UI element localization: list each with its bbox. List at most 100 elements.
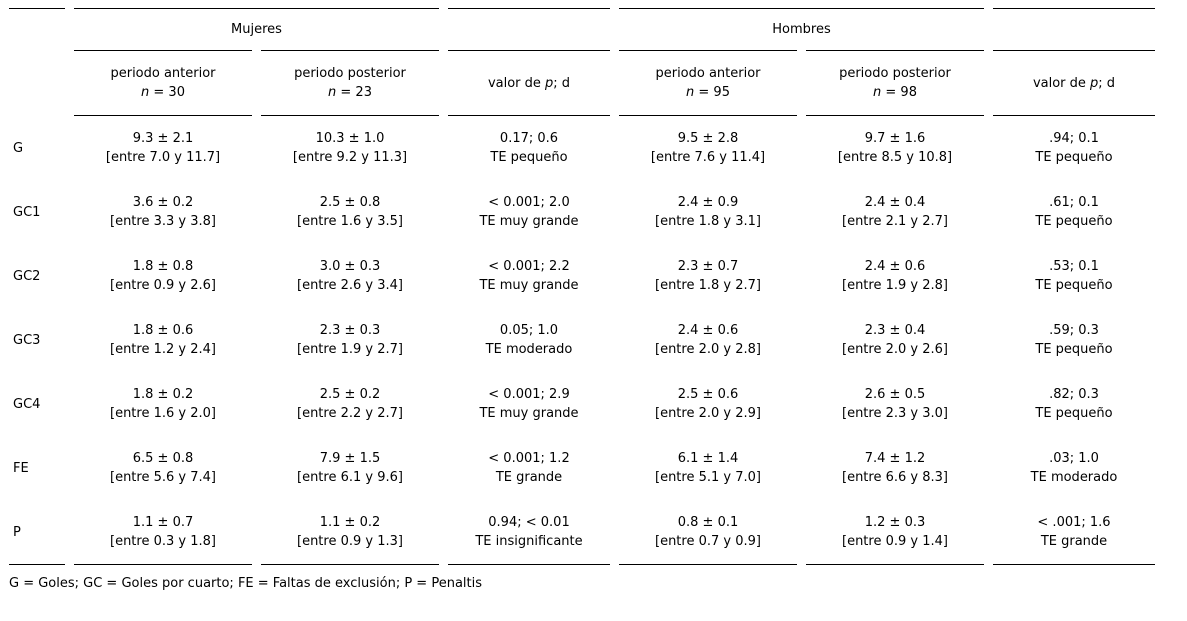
- ci-range: [entre 1.6 y 2.0]: [110, 406, 216, 421]
- ci-range: [entre 1.9 y 2.7]: [297, 342, 403, 357]
- table-cell: 1.2 ± 0.3 [entre 0.9 y 1.4]: [806, 500, 984, 565]
- n-symbol: n: [873, 85, 882, 100]
- col-header-hombres-posterior: periodo posterior n = 98: [806, 50, 984, 116]
- ci-range: [entre 2.0 y 2.8]: [655, 342, 761, 357]
- p-d-value: .82; 0.3: [1049, 387, 1099, 402]
- mean-sd: 3.6 ± 0.2: [132, 195, 194, 210]
- ci-range: [entre 2.6 y 3.4]: [297, 278, 403, 293]
- col-header-mujeres-posterior: periodo posterior n = 23: [261, 50, 439, 116]
- table-cell: 2.4 ± 0.6 [entre 1.9 y 2.8]: [806, 244, 984, 308]
- table-cell: 9.7 ± 1.6 [entre 8.5 y 10.8]: [806, 116, 984, 180]
- mean-sd: 1.8 ± 0.8: [132, 259, 194, 274]
- mean-sd: 2.4 ± 0.6: [677, 323, 739, 338]
- table-cell: 1.8 ± 0.6 [entre 1.2 y 2.4]: [74, 308, 252, 372]
- table-cell: 2.5 ± 0.8 [entre 1.6 y 3.5]: [261, 180, 439, 244]
- ci-range: [entre 5.1 y 7.0]: [655, 470, 761, 485]
- mean-sd: 2.5 ± 0.6: [677, 387, 739, 402]
- col-header-mujeres-pvalue: valor de p; d: [448, 50, 610, 116]
- table-cell: .82; 0.3 TE pequeño: [993, 372, 1155, 436]
- p-d-value: < 0.001; 1.2: [488, 451, 570, 466]
- mean-sd: 9.7 ± 1.6: [864, 131, 926, 146]
- ci-range: [entre 1.6 y 3.5]: [297, 214, 403, 229]
- ci-range: [entre 2.1 y 2.7]: [842, 214, 948, 229]
- p-symbol: p: [545, 75, 554, 91]
- table-cell: 1.1 ± 0.7 [entre 0.3 y 1.8]: [74, 500, 252, 565]
- table-row-gc4: GC4 1.8 ± 0.2 [entre 1.6 y 2.0] 2.5 ± 0.2…: [9, 372, 1155, 436]
- table-cell: .03; 1.0 TE moderado: [993, 436, 1155, 500]
- table-cell: 3.6 ± 0.2 [entre 3.3 y 3.8]: [74, 180, 252, 244]
- mean-sd: 1.8 ± 0.2: [132, 387, 194, 402]
- table-cell: .53; 0.1 TE pequeño: [993, 244, 1155, 308]
- col-header-title: periodo posterior: [839, 66, 951, 81]
- ci-range: [entre 2.3 y 3.0]: [842, 406, 948, 421]
- effect-size: TE grande: [495, 470, 563, 485]
- table-cell: 10.3 ± 1.0 [entre 9.2 y 11.3]: [261, 116, 439, 180]
- mean-sd: 1.8 ± 0.6: [132, 323, 194, 338]
- table-cell: 2.5 ± 0.6 [entre 2.0 y 2.9]: [619, 372, 797, 436]
- stats-table: Mujeres Hombres periodo anterior n = 30 …: [0, 8, 1164, 565]
- mean-sd: 7.4 ± 1.2: [864, 451, 926, 466]
- table-cell: 0.17; 0.6 TE pequeño: [448, 116, 610, 180]
- ci-range: [entre 9.2 y 11.3]: [292, 150, 408, 165]
- ci-range: [entre 5.6 y 7.4]: [110, 470, 216, 485]
- ci-range: [entre 7.0 y 11.7]: [105, 150, 221, 165]
- table-row-fe: FE 6.5 ± 0.8 [entre 5.6 y 7.4] 7.9 ± 1.5 […: [9, 436, 1155, 500]
- group-header-mujeres: Mujeres: [74, 8, 439, 50]
- ci-range: [entre 0.9 y 2.6]: [110, 278, 216, 293]
- p-d-value: < 0.001; 2.0: [488, 195, 570, 210]
- mean-sd: 2.3 ± 0.3: [319, 323, 381, 338]
- mean-sd: 1.1 ± 0.7: [132, 515, 194, 530]
- table-cell: 7.4 ± 1.2 [entre 6.6 y 8.3]: [806, 436, 984, 500]
- mean-sd: 3.0 ± 0.3: [319, 259, 381, 274]
- effect-size: TE moderado: [485, 342, 573, 357]
- effect-size: TE muy grande: [479, 406, 579, 421]
- p-d-value: .61; 0.1: [1049, 195, 1099, 210]
- mean-sd: 6.1 ± 1.4: [677, 451, 739, 466]
- mean-sd: 2.6 ± 0.5: [864, 387, 926, 402]
- p-label-suffix: ; d: [1098, 75, 1116, 91]
- mean-sd: 2.5 ± 0.8: [319, 195, 381, 210]
- ci-range: [entre 6.6 y 8.3]: [842, 470, 948, 485]
- row-label: GC1: [13, 204, 41, 220]
- table-cell: 2.4 ± 0.6 [entre 2.0 y 2.8]: [619, 308, 797, 372]
- ci-range: [entre 1.2 y 2.4]: [110, 342, 216, 357]
- ci-range: [entre 8.5 y 10.8]: [837, 150, 953, 165]
- col-header-title: periodo posterior: [294, 66, 406, 81]
- table-cell: 0.8 ± 0.1 [entre 0.7 y 0.9]: [619, 500, 797, 565]
- mean-sd: 9.3 ± 2.1: [132, 131, 194, 146]
- group-header-row: Mujeres Hombres: [9, 8, 1155, 50]
- ci-range: [entre 0.9 y 1.3]: [297, 534, 403, 549]
- group-header-hombres: Hombres: [619, 8, 984, 50]
- p-label-suffix: ; d: [553, 75, 571, 91]
- effect-size: TE moderado: [1030, 470, 1118, 485]
- p-d-value: < 0.001; 2.9: [488, 387, 570, 402]
- mean-sd: 7.9 ± 1.5: [319, 451, 381, 466]
- effect-size: TE pequeño: [1035, 342, 1113, 357]
- table-cell: 1.8 ± 0.2 [entre 1.6 y 2.0]: [74, 372, 252, 436]
- table-cell: < 0.001; 2.9 TE muy grande: [448, 372, 610, 436]
- effect-size: TE grande: [1040, 534, 1108, 549]
- table-cell: 2.6 ± 0.5 [entre 2.3 y 3.0]: [806, 372, 984, 436]
- n-symbol: n: [141, 85, 150, 100]
- col-header-mujeres-anterior: periodo anterior n = 30: [74, 50, 252, 116]
- table-cell: 1.8 ± 0.8 [entre 0.9 y 2.6]: [74, 244, 252, 308]
- table-row-gc3: GC3 1.8 ± 0.6 [entre 1.2 y 2.4] 2.3 ± 0.3…: [9, 308, 1155, 372]
- effect-size: TE pequeño: [1035, 278, 1113, 293]
- table-cell: 2.4 ± 0.4 [entre 2.1 y 2.7]: [806, 180, 984, 244]
- table-cell: < 0.001; 2.2 TE muy grande: [448, 244, 610, 308]
- n-value: = 23: [336, 85, 372, 100]
- corner-cell: [9, 8, 65, 116]
- p-d-value: < .001; 1.6: [1037, 515, 1111, 530]
- table-cell: 9.5 ± 2.8 [entre 7.6 y 11.4]: [619, 116, 797, 180]
- ci-range: [entre 3.3 y 3.8]: [110, 214, 216, 229]
- table-cell: 7.9 ± 1.5 [entre 6.1 y 9.6]: [261, 436, 439, 500]
- ci-range: [entre 0.9 y 1.4]: [842, 534, 948, 549]
- p-d-value: .94; 0.1: [1049, 131, 1099, 146]
- n-symbol: n: [686, 85, 695, 100]
- effect-size: TE pequeño: [1035, 150, 1113, 165]
- p-symbol: p: [1090, 75, 1099, 91]
- effect-size: TE pequeño: [1035, 406, 1113, 421]
- row-label: G: [13, 140, 24, 156]
- ci-range: [entre 0.7 y 0.9]: [655, 534, 761, 549]
- mean-sd: 0.8 ± 0.1: [677, 515, 739, 530]
